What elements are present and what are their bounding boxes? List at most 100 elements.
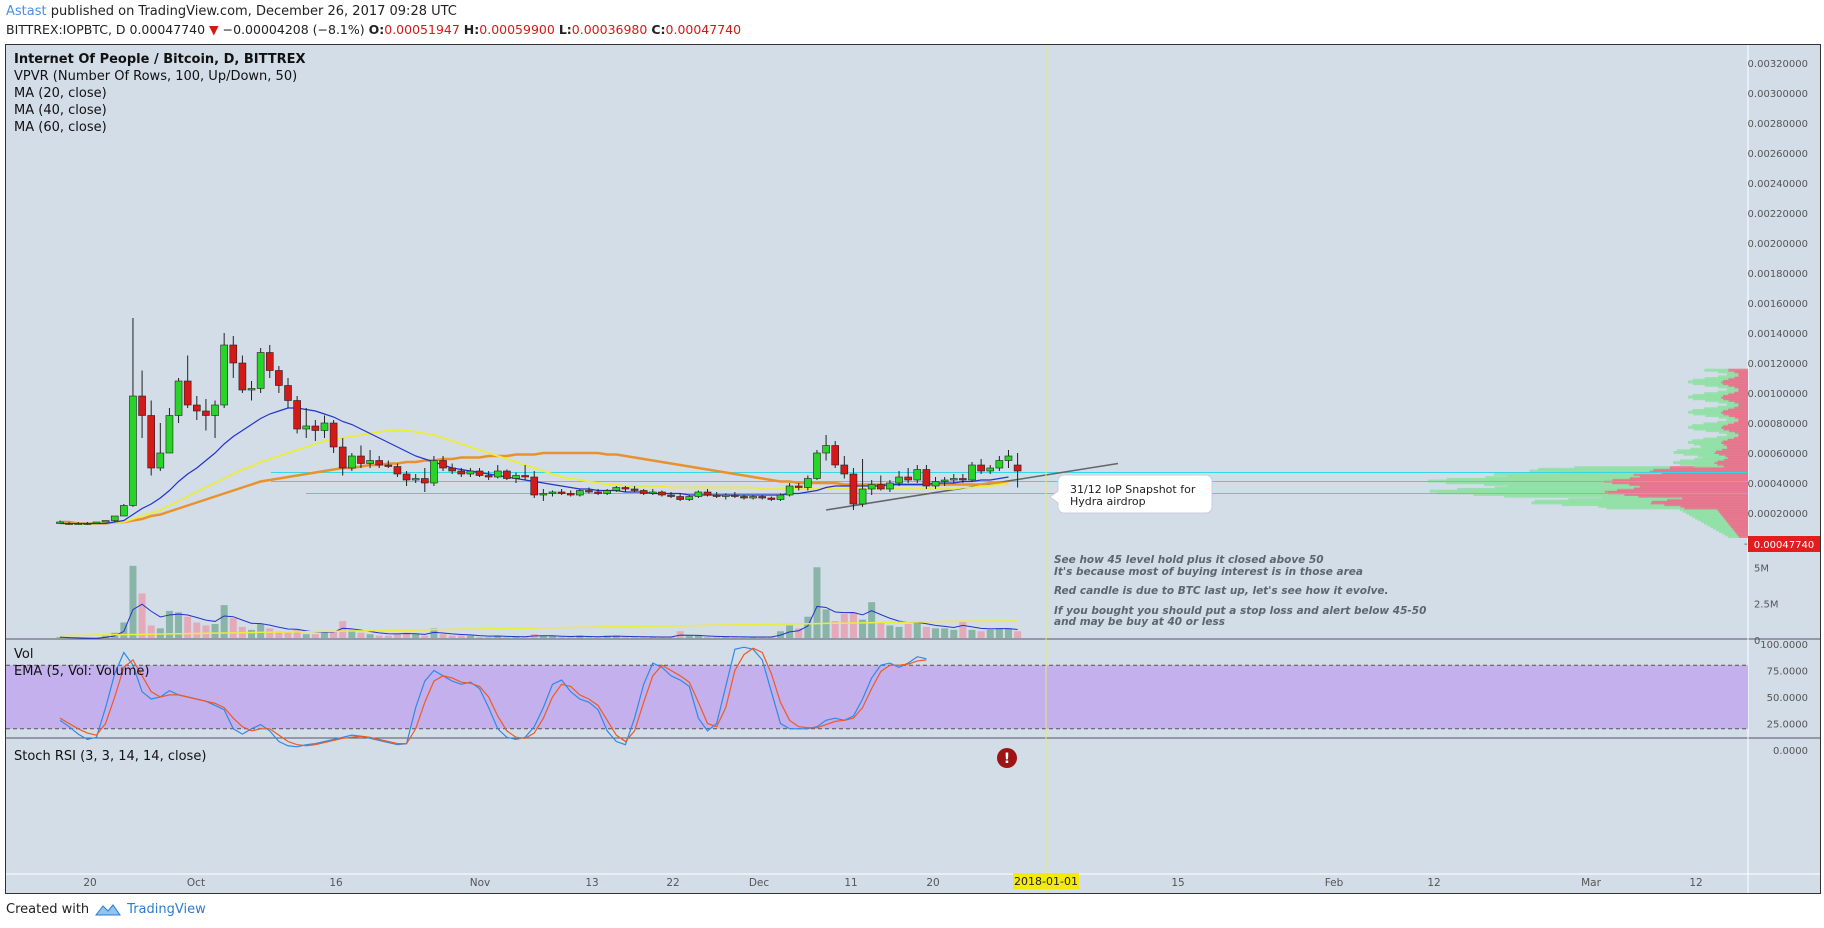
alert-icon[interactable] — [997, 748, 1017, 768]
candle-body[interactable] — [867, 484, 876, 490]
candle-body[interactable] — [1013, 464, 1022, 472]
candle-body[interactable] — [530, 476, 539, 496]
candle-body[interactable] — [767, 497, 776, 500]
candle-body[interactable] — [375, 460, 384, 466]
candle-body[interactable] — [913, 469, 922, 481]
candle-body[interactable] — [156, 452, 165, 469]
candle-body[interactable] — [804, 478, 812, 488]
candle-body[interactable] — [849, 473, 858, 505]
candle-body[interactable] — [630, 488, 639, 491]
candle-body[interactable] — [886, 482, 894, 490]
candle-body[interactable] — [311, 425, 320, 431]
candle-body[interactable] — [648, 491, 657, 494]
candle-body[interactable] — [703, 491, 712, 496]
candle-body[interactable] — [284, 385, 292, 401]
candle-body[interactable] — [138, 395, 146, 416]
candle-body[interactable] — [393, 466, 402, 475]
candle-body[interactable] — [831, 445, 840, 466]
ma60-legend[interactable]: MA (60, close) — [14, 120, 107, 135]
candle-body[interactable] — [411, 478, 420, 481]
candle-body[interactable] — [603, 490, 612, 494]
candle-body[interactable] — [794, 485, 803, 488]
candle-body[interactable] — [293, 400, 301, 430]
candle-body[interactable] — [247, 388, 256, 391]
vpvr-legend[interactable]: VPVR (Number Of Rows, 100, Up/Down, 50) — [14, 69, 298, 84]
candle-body[interactable] — [129, 395, 137, 506]
candle-body[interactable] — [594, 491, 602, 494]
candle-body[interactable] — [876, 484, 885, 490]
candle-body[interactable] — [83, 523, 92, 525]
candle-body[interactable] — [576, 490, 584, 496]
candle-body[interactable] — [65, 523, 73, 525]
candle-body[interactable] — [639, 490, 648, 494]
candle-body[interactable] — [457, 470, 466, 475]
callout-box[interactable] — [1049, 474, 1213, 514]
candle-body[interactable] — [968, 464, 976, 481]
candle-body[interactable] — [484, 475, 493, 478]
candle-body[interactable] — [202, 410, 210, 416]
candle-body[interactable] — [676, 496, 684, 500]
candle-body[interactable] — [539, 493, 548, 496]
candle-body[interactable] — [338, 446, 347, 469]
candle-body[interactable] — [895, 476, 903, 484]
candle-body[interactable] — [667, 494, 675, 497]
vol-legend[interactable]: Vol — [14, 647, 34, 662]
candle-body[interactable] — [840, 464, 849, 475]
candle-body[interactable] — [557, 491, 566, 494]
candle-body[interactable] — [685, 496, 694, 500]
candle-body[interactable] — [949, 478, 958, 481]
candle-body[interactable] — [320, 422, 329, 431]
candle-body[interactable] — [521, 475, 529, 478]
candle-body[interactable] — [475, 470, 484, 476]
candle-body[interactable] — [922, 469, 931, 487]
stoch-legend[interactable]: Stoch RSI (3, 3, 14, 14, close) — [14, 749, 207, 764]
candle-body[interactable] — [147, 415, 155, 469]
chart-svg[interactable]: 0.00320000 0.00300000 0.00280000 0.00260000… — [6, 45, 1820, 893]
candle-body[interactable] — [566, 493, 575, 496]
candle-body[interactable] — [740, 496, 748, 499]
author-link[interactable]: Astast — [6, 4, 47, 19]
candle-body[interactable] — [931, 481, 940, 487]
candle-body[interactable] — [329, 422, 338, 448]
candle-body[interactable] — [694, 491, 703, 497]
candle-body[interactable] — [466, 470, 475, 475]
candle-body[interactable] — [621, 487, 630, 490]
candle-body[interactable] — [420, 478, 429, 484]
candle-body[interactable] — [92, 521, 101, 524]
candle-body[interactable] — [183, 380, 192, 406]
candle-body[interactable] — [275, 370, 283, 386]
candle-body[interactable] — [357, 455, 365, 464]
candle-body[interactable] — [384, 464, 393, 467]
candle-body[interactable] — [712, 494, 721, 497]
candle-body[interactable] — [585, 490, 593, 493]
candle-body[interactable] — [749, 496, 757, 499]
candle-body[interactable] — [256, 352, 265, 389]
candle-body[interactable] — [120, 505, 128, 517]
candle-body[interactable] — [302, 425, 311, 430]
candle-body[interactable] — [721, 494, 730, 497]
candle-body[interactable] — [904, 476, 912, 481]
candle-body[interactable] — [758, 496, 767, 499]
ma20-legend[interactable]: MA (20, close) — [14, 86, 107, 101]
candle-body[interactable] — [238, 362, 247, 391]
candle-body[interactable] — [977, 464, 985, 472]
candle-body[interactable] — [430, 460, 438, 484]
candle-body[interactable] — [448, 467, 456, 472]
candle-body[interactable] — [658, 491, 666, 496]
ema-legend[interactable]: EMA (5, Vol: Volume) — [14, 664, 150, 679]
candle-body[interactable] — [512, 475, 520, 479]
candle-body[interactable] — [220, 344, 228, 406]
candle-body[interactable] — [858, 488, 867, 505]
ma40-legend[interactable]: MA (40, close) — [14, 103, 107, 118]
candle-body[interactable] — [366, 460, 374, 464]
chart-area[interactable]: 0.00320000 0.00300000 0.00280000 0.00260000… — [5, 44, 1821, 894]
candle-body[interactable] — [493, 470, 502, 478]
candle-body[interactable] — [503, 470, 511, 479]
candle-body[interactable] — [940, 479, 949, 482]
candle-body[interactable] — [439, 460, 447, 469]
candle-body[interactable] — [193, 404, 201, 412]
candle-body[interactable] — [211, 404, 219, 416]
candle-body[interactable] — [822, 445, 830, 454]
candle-body[interactable] — [101, 520, 110, 523]
candle-body[interactable] — [56, 521, 64, 524]
